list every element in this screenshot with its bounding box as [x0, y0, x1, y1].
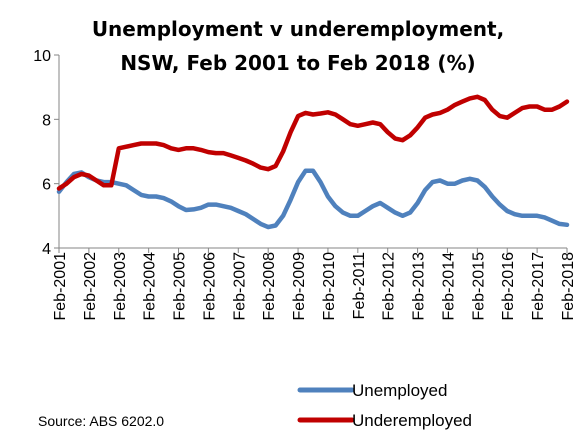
y-axis: 4 6 8 10: [33, 48, 59, 258]
legend: Unemployed Underemployed: [300, 381, 472, 430]
x-tick-label: Feb-2005: [172, 252, 189, 321]
x-axis: Feb-2001 Feb-2002 Feb-2003 Feb-2004 Feb-2005…: [52, 248, 577, 321]
x-tick-label: Feb-2016: [500, 252, 517, 321]
x-tick-label: Feb-2001: [52, 252, 69, 321]
x-tick-label: Feb-2014: [440, 252, 457, 321]
chart-title-line-2: NSW, Feb 2001 to Feb 2018 (%): [120, 51, 475, 75]
x-tick-label: Feb-2015: [470, 252, 487, 321]
y-tick-label: 8: [42, 112, 51, 129]
series-line-unemployed: [59, 171, 567, 227]
source-note: Source: ABS 6202.0: [38, 413, 164, 429]
x-tick-label: Feb-2007: [231, 252, 248, 321]
x-tick-label: Feb-2009: [291, 252, 308, 321]
x-tick-label: Feb-2012: [381, 252, 398, 321]
x-tick-label: Feb-2010: [321, 252, 338, 321]
legend-label-underemployed: Underemployed: [352, 411, 472, 430]
chart-title-line-1: Unemployment v underemployment,: [92, 17, 504, 41]
x-tick-label: Feb-2003: [112, 252, 129, 321]
y-tick-label: 4: [42, 241, 51, 258]
x-tick-label: Feb-2011: [351, 252, 368, 319]
x-tick-label: Feb-2013: [411, 252, 428, 321]
x-tick-label: Feb-2004: [142, 252, 159, 321]
x-tick-label: Feb-2008: [261, 252, 278, 321]
x-tick-label: Feb-2018: [560, 252, 577, 321]
x-tick-label: Feb-2017: [530, 252, 547, 321]
series-layer: [59, 97, 567, 227]
x-tick-label: Feb-2006: [201, 252, 218, 321]
legend-label-unemployed: Unemployed: [352, 381, 447, 400]
y-tick-label: 10: [33, 48, 51, 65]
y-tick-label: 6: [42, 177, 51, 194]
x-tick-label: Feb-2002: [82, 252, 99, 321]
